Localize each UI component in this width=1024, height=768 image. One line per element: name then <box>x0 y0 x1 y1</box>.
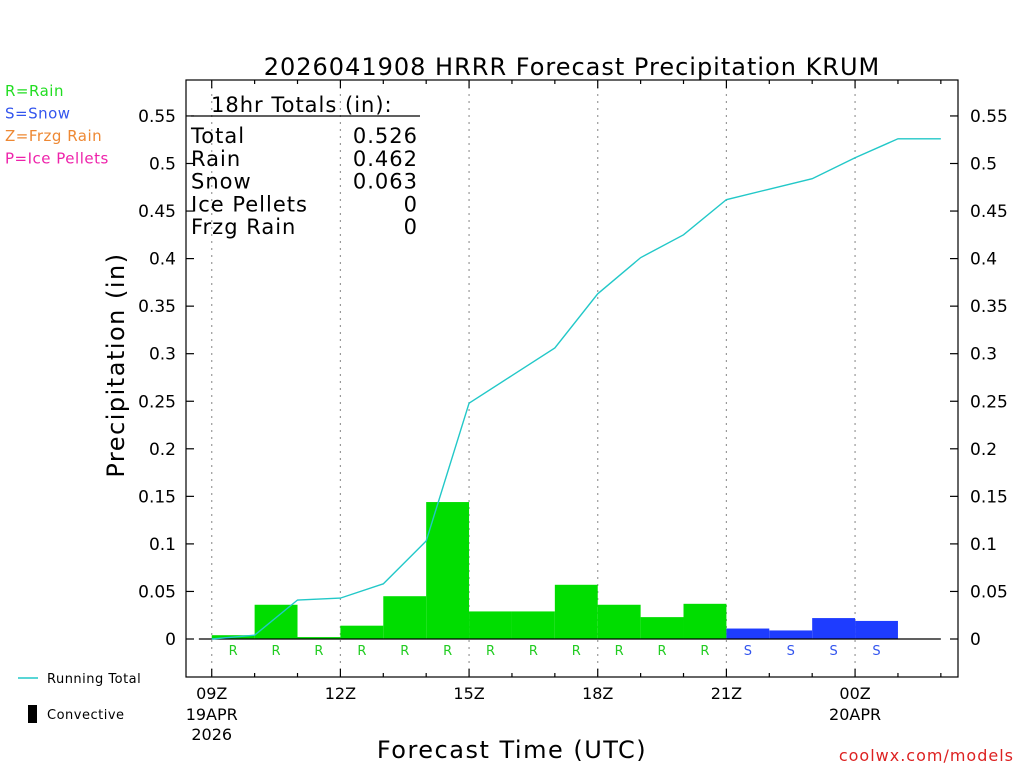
y-tick-label-right: 0.05 <box>970 582 1008 602</box>
bar <box>426 502 470 639</box>
precip-type-label: S <box>744 644 752 659</box>
y-tick-label-left: 0.55 <box>138 107 176 127</box>
x-axis-label: Forecast Time (UTC) <box>377 736 647 764</box>
totals-row-value: 0.526 <box>353 124 418 148</box>
y-tick-label-right: 0.5 <box>970 155 997 175</box>
y-tick-label-right: 0.45 <box>970 202 1008 222</box>
y-tick-label-left: 0.4 <box>149 250 176 270</box>
precip-type-label: R <box>658 644 667 659</box>
bar <box>640 617 684 639</box>
running-total-line <box>211 138 941 640</box>
bar <box>297 637 341 639</box>
bar <box>254 604 298 639</box>
x-tick-label: 18Z <box>582 684 613 703</box>
y-tick-label-right: 0.55 <box>970 107 1008 127</box>
bar <box>340 625 384 639</box>
plot-frame <box>185 79 959 678</box>
series-legend: Running Total Convective <box>18 672 141 723</box>
bar <box>383 596 427 639</box>
bar <box>812 618 856 639</box>
bar <box>769 630 813 639</box>
totals-heading: 18hr Totals (in): <box>211 93 393 117</box>
totals-row-value: 0 <box>404 192 418 216</box>
y-tick-label-left: 0 <box>165 630 176 650</box>
x-tick-label: 00Z <box>839 684 870 703</box>
y-axis-label: Precipitation (in) <box>102 252 130 477</box>
precip-type-label: R <box>272 644 281 659</box>
bar <box>597 604 641 639</box>
totals-row-value: 0.462 <box>353 147 418 171</box>
y-axis-left: 0 0.05 0.1 0.15 0.2 0.25 0.3 0.35 0.4 0.45 0.5 0.55 <box>138 107 194 650</box>
y-tick-label-left: 0.1 <box>149 535 176 555</box>
precip-type-label: S <box>787 644 795 659</box>
y-tick-label-right: 0.3 <box>970 345 997 365</box>
bar <box>554 584 598 639</box>
precip-type-label: S <box>872 644 880 659</box>
precip-type-label: R <box>229 644 238 659</box>
bar <box>726 628 770 639</box>
precip-type-label: R <box>700 644 709 659</box>
x-tick-label: 21Z <box>711 684 742 703</box>
y-tick-label-left: 0.45 <box>138 202 176 222</box>
x-tick-sublabel: 20APR <box>829 705 881 724</box>
precip-legend-item: P=Ice Pellets <box>5 150 109 168</box>
totals-row-label: Total <box>190 124 245 148</box>
grid-lines <box>211 80 856 677</box>
precip-type-label: R <box>443 644 452 659</box>
x-tick-label: 15Z <box>453 684 484 703</box>
y-tick-label-right: 0.1 <box>970 535 997 555</box>
totals-row-label: Snow <box>191 170 252 194</box>
y-axis-right: 0 0.05 0.1 0.15 0.2 0.25 0.3 0.35 0.4 0.45 0.5 0.55 <box>950 107 1008 650</box>
y-tick-label-left: 0.05 <box>138 582 176 602</box>
precip-type-label: R <box>572 644 581 659</box>
bar <box>469 611 512 639</box>
y-tick-label-left: 0.25 <box>138 392 176 412</box>
totals-row-label: Ice Pellets <box>191 192 308 216</box>
precip-legend-item: R=Rain <box>5 82 64 100</box>
totals-row-value: 0 <box>404 215 418 239</box>
y-tick-label-right: 0.2 <box>970 440 997 460</box>
precip-type-label: S <box>829 644 837 659</box>
y-tick-label-right: 0.35 <box>970 297 1008 317</box>
totals-row-label: Frzg Rain <box>191 215 296 239</box>
y-tick-label-left: 0.5 <box>149 155 176 175</box>
y-tick-label-right: 0.4 <box>970 250 997 270</box>
source-credit: coolwx.com/models <box>839 746 1014 765</box>
precip-legend-item: Z=Frzg Rain <box>5 127 102 145</box>
x-tick-label: 09Z <box>196 684 227 703</box>
bar-series <box>211 502 898 639</box>
y-tick-label-left: 0.3 <box>149 345 176 365</box>
y-tick-label-left: 0.35 <box>138 297 176 317</box>
y-tick-label-left: 0.15 <box>138 487 176 507</box>
precip-type-label: R <box>615 644 624 659</box>
totals-row-label: Rain <box>191 147 241 171</box>
running-total-series <box>211 138 941 640</box>
x-tick-label: 12Z <box>325 684 356 703</box>
totals-box: 18hr Totals (in): Total 0.526 Rain 0.462 Snow… <box>190 93 420 239</box>
y-tick-label-right: 0.15 <box>970 487 1008 507</box>
precip-type-label: R <box>400 644 409 659</box>
x-tick-sublabel: 19APR <box>186 705 238 724</box>
legend-label: Convective <box>47 708 125 723</box>
precip-type-label: R <box>486 644 495 659</box>
y-tick-label-right: 0.25 <box>970 392 1008 412</box>
bar <box>511 611 555 639</box>
precip-type-legend: R=Rain S=Snow Z=Frzg Rain P=Ice Pellets <box>5 82 109 168</box>
precip-legend-item: S=Snow <box>5 105 71 123</box>
y-tick-label-left: 0.2 <box>149 440 176 460</box>
bar <box>683 603 727 639</box>
legend-label: Running Total <box>47 672 141 687</box>
legend-bar-swatch <box>28 705 37 723</box>
chart-title: 2026041908 HRRR Forecast Precipitation K… <box>264 53 881 81</box>
x-tick-sublabel: 2026 <box>191 725 232 744</box>
precip-type-label: R <box>529 644 538 659</box>
totals-row-value: 0.063 <box>353 170 418 194</box>
precip-type-label: R <box>357 644 366 659</box>
precip-type-label: R <box>314 644 323 659</box>
bar <box>855 620 898 639</box>
y-tick-label-right: 0 <box>970 630 981 650</box>
